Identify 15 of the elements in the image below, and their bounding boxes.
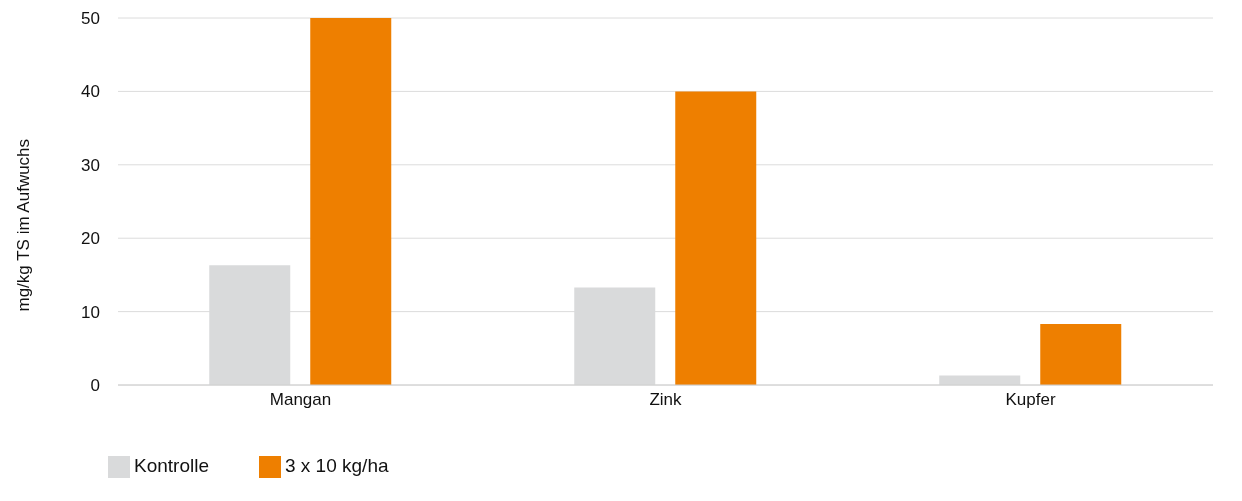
legend-label: Kontrolle: [134, 455, 209, 477]
y-tick-label: 50: [81, 9, 100, 29]
x-tick-label: Zink: [649, 390, 683, 410]
legend-label: 3 x 10 kg/ha: [285, 455, 389, 477]
y-tick-label: 30: [81, 155, 100, 175]
y-tick-label: 20: [81, 229, 100, 249]
bar: [310, 18, 392, 386]
bar: [675, 91, 757, 386]
y-axis-title: mg/kg TS im Aufwuchs: [14, 138, 34, 312]
y-tick-label: 40: [81, 82, 100, 102]
y-tick-label: 0: [90, 376, 100, 396]
y-tick-label: 10: [81, 302, 100, 322]
x-tick-label: Mangan: [269, 390, 332, 410]
x-tick-label: Kupfer: [1005, 390, 1056, 410]
bar: [1040, 324, 1122, 386]
